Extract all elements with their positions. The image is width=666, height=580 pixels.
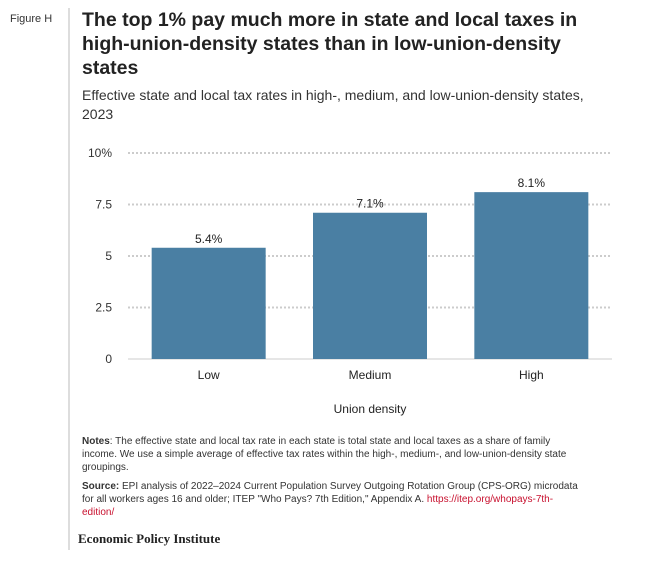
source-label: Source: — [82, 481, 120, 492]
x-tick-label: Low — [198, 368, 220, 382]
y-tick-label: 5 — [105, 249, 112, 263]
bar-low — [151, 247, 266, 359]
x-axis-title: Union density — [334, 402, 407, 416]
data-label: 5.4% — [195, 232, 223, 246]
bar-chart: 0 2.5 5 7.5 10% 5.4% Low 7.1% Medium 8.1% High Unio… — [88, 146, 612, 416]
x-tick-label: Medium — [349, 368, 392, 382]
y-tick-label: 10% — [88, 146, 112, 160]
source-link[interactable]: https://itep.org/whopays-7th-edition/ — [82, 494, 554, 518]
data-label: 7.1% — [356, 197, 384, 211]
y-tick-label: 7.5 — [95, 198, 112, 212]
y-tick-label: 2.5 — [95, 301, 112, 315]
notes-text: : The effective state and local tax rate… — [82, 436, 567, 473]
y-tick-label: 0 — [105, 352, 112, 366]
chart-title: The top 1% pay much more in state and lo… — [82, 9, 578, 79]
notes-section: Notes: The effective state and local tax… — [82, 435, 582, 525]
divider — [68, 8, 70, 550]
chart-subtitle: Effective state and local tax rates in h… — [82, 87, 584, 122]
brand-logo: Economic Policy Institute — [78, 531, 221, 546]
data-label: 8.1% — [518, 176, 546, 190]
notes-label: Notes — [82, 436, 110, 447]
figure-label: Figure H — [10, 13, 53, 25]
source-text: EPI analysis of 2022–2024 Current Popula… — [82, 481, 578, 505]
bar-medium — [313, 212, 427, 359]
bar-high — [474, 192, 589, 359]
x-tick-label: High — [519, 368, 544, 382]
